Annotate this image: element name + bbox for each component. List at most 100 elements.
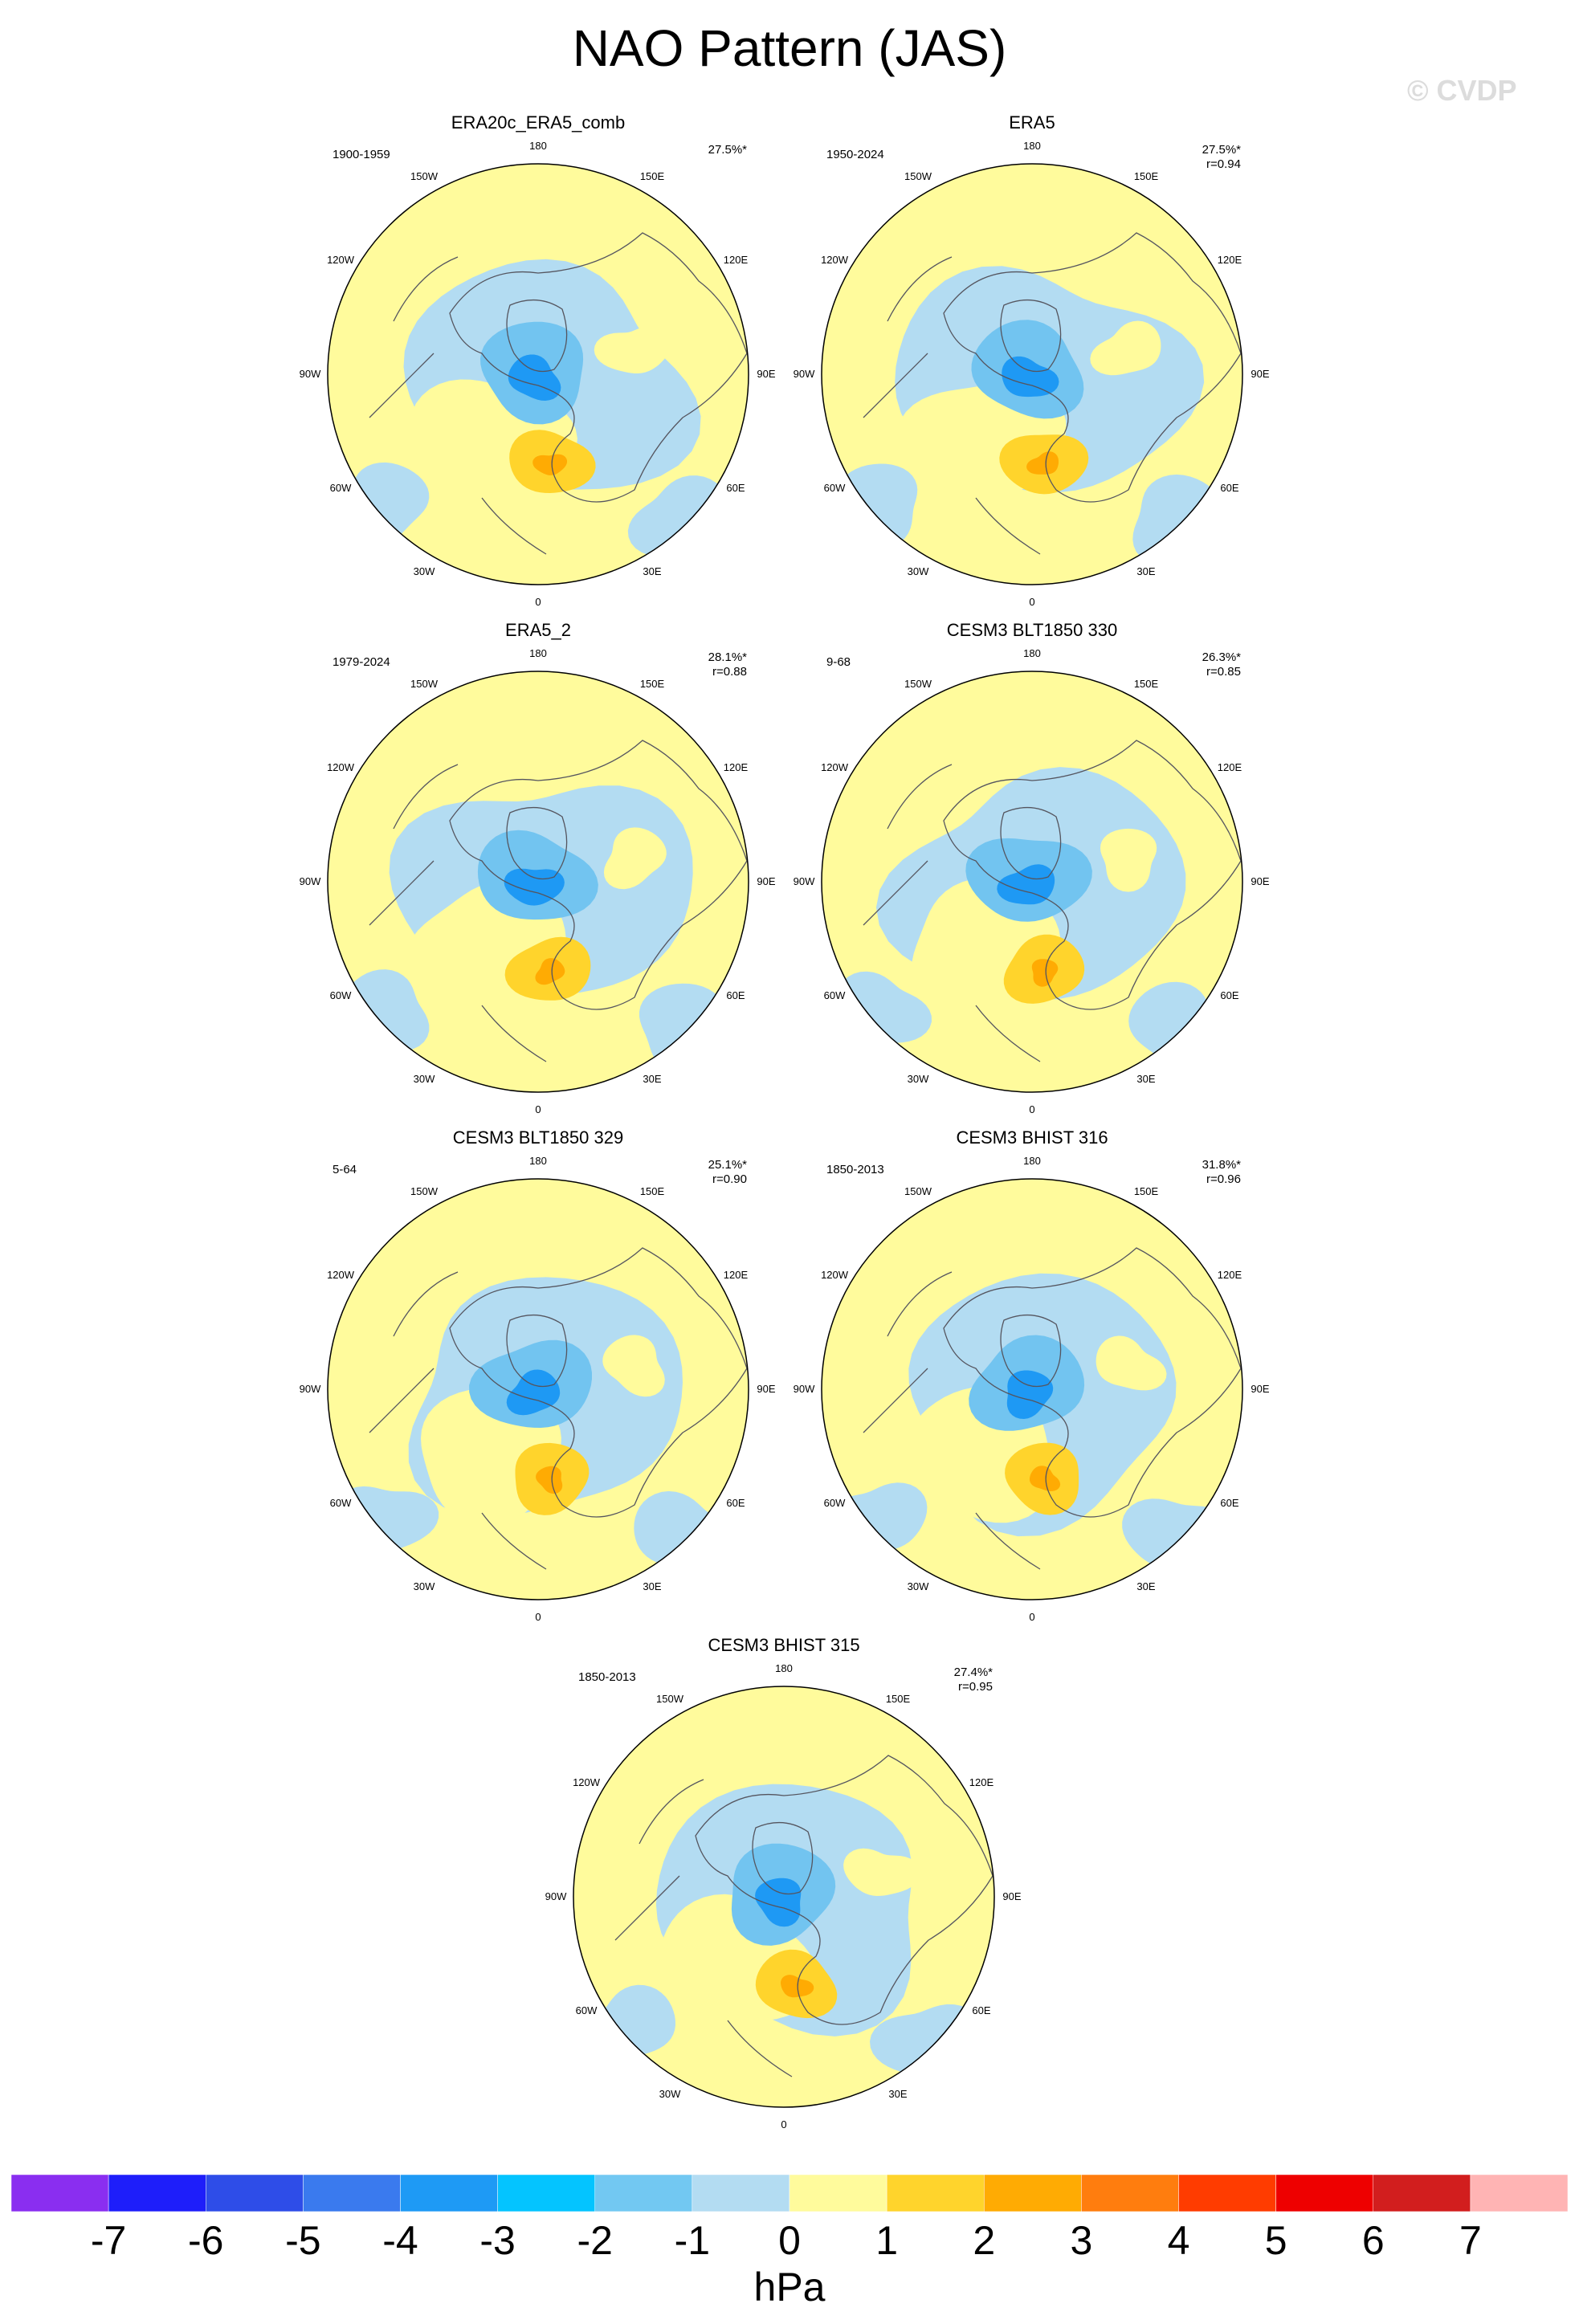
longitude-label: 150W (410, 678, 438, 691)
colorbar-tick-label: 6 (1361, 2218, 1385, 2263)
longitude-label: 120W (821, 1269, 849, 1281)
panel-pattern-correlation: r=0.96 (1206, 1172, 1241, 1186)
panel-period: 5-64 (333, 1163, 357, 1176)
longitude-label: 60E (972, 2004, 991, 2016)
longitude-label: 120W (327, 761, 355, 773)
panel-period: 1979-2024 (333, 655, 390, 669)
panel-variance-explained: 28.1%* (708, 650, 747, 664)
longitude-label: 30E (1136, 1072, 1156, 1085)
longitude-label: 30E (1136, 1580, 1156, 1592)
map-panel: ERA5_2 1979-2024 28.1%* r=0.88 180 150E 120E 90… (297, 620, 779, 1115)
colorbar-units: hPa (753, 2265, 826, 2310)
longitude-label: 0 (535, 1103, 541, 1115)
panel-variance-explained: 27.4%* (953, 1666, 993, 1679)
colorbar-tick-label: 3 (1070, 2218, 1093, 2263)
longitude-label: 30W (413, 565, 435, 577)
longitude-label: 180 (1023, 140, 1041, 152)
longitude-label: 150E (639, 1185, 665, 1198)
colorbar-swatches (11, 2175, 1568, 2212)
longitude-label: 180 (1023, 647, 1041, 659)
longitude-label: 30W (413, 1072, 435, 1085)
longitude-label: 60E (1220, 1497, 1239, 1509)
map-panel: CESM3 BHIST 315 1850-2013 27.4%* r=0.95 180 1… (543, 1635, 1025, 2130)
panel-title: CESM3 BHIST 316 (956, 1127, 1108, 1148)
colorbar-tick-label: -4 (382, 2218, 418, 2263)
colorbar-swatch (303, 2175, 401, 2212)
panel-title: CESM3 BLT1850 330 (946, 620, 1118, 640)
longitude-label: 120W (821, 761, 849, 773)
panel-variance-explained: 25.1%* (708, 1158, 747, 1172)
colorbar-swatch (886, 2175, 985, 2212)
longitude-label: 30E (643, 565, 662, 577)
panel-title: ERA5 (1009, 112, 1055, 133)
panel-period: 1900-1959 (333, 148, 390, 161)
longitude-label: 60W (329, 1497, 352, 1509)
colorbar-tick-label: 4 (1167, 2218, 1190, 2263)
longitude-label: 150W (656, 1693, 683, 1706)
panel-pattern-correlation: r=0.90 (712, 1172, 747, 1186)
panel-variance-explained: 27.5%* (708, 143, 747, 157)
longitude-label: 60E (726, 482, 745, 494)
longitude-label: 90E (757, 1383, 776, 1395)
longitude-label: 90W (793, 368, 815, 380)
longitude-label: 90E (1251, 368, 1270, 380)
longitude-label: 120E (723, 254, 749, 266)
longitude-label: 150E (639, 170, 665, 183)
colorbar-tick-label: -2 (577, 2218, 613, 2263)
longitude-label: 0 (1029, 1611, 1035, 1623)
longitude-label: 60W (823, 482, 846, 494)
colorbar-tick-label: 1 (875, 2218, 899, 2263)
longitude-label: 150W (904, 678, 932, 691)
colorbar-tick-label: -7 (90, 2218, 127, 2263)
panel-stats: 31.8%* r=0.96 (1177, 1158, 1241, 1187)
panel-period: 1850-2013 (826, 1163, 884, 1176)
panel-period: 1850-2013 (578, 1670, 636, 1684)
colorbar-tick-label: -1 (674, 2218, 711, 2263)
map-panel: CESM3 BLT1850 330 9-68 26.3%* r=0.85 180 150E… (791, 620, 1273, 1115)
panel-period: 9-68 (826, 655, 851, 669)
colorbar-swatch (594, 2175, 693, 2212)
longitude-label: 90E (757, 875, 776, 887)
longitude-label: 30E (1136, 565, 1156, 577)
panel-variance-explained: 27.5%* (1202, 143, 1241, 157)
longitude-label: 150W (904, 170, 932, 183)
longitude-label: 30E (888, 2087, 908, 2100)
longitude-label: 30W (659, 2087, 681, 2100)
colorbar-swatch (1081, 2175, 1179, 2212)
colorbar (11, 2175, 1568, 2212)
longitude-label: 90E (1002, 1890, 1022, 1902)
panel-period: 1950-2024 (826, 148, 884, 161)
colorbar-swatch (400, 2175, 498, 2212)
longitude-label: 150E (885, 1693, 911, 1706)
longitude-label: 90E (1251, 1383, 1270, 1395)
colorbar-tick-label: 5 (1264, 2218, 1287, 2263)
longitude-label: 150E (639, 678, 665, 691)
longitude-label: 90E (757, 368, 776, 380)
longitude-label: 150E (1133, 678, 1159, 691)
longitude-label: 180 (775, 1662, 793, 1674)
map-panel: CESM3 BHIST 316 1850-2013 31.8%* r=0.96 180 1… (791, 1127, 1273, 1623)
panel-variance-explained: 31.8%* (1202, 1158, 1241, 1172)
longitude-label: 60W (823, 989, 846, 1001)
longitude-label: 0 (1029, 596, 1035, 608)
polar-map (821, 1178, 1243, 1600)
longitude-label: 60E (726, 1497, 745, 1509)
panel-stats: 27.5%* (683, 143, 747, 157)
longitude-label: 60W (329, 989, 352, 1001)
longitude-label: 90W (299, 1383, 321, 1395)
longitude-label: 30E (643, 1580, 662, 1592)
longitude-label: 150W (904, 1185, 932, 1198)
colorbar-tick-label: -5 (285, 2218, 321, 2263)
longitude-label: 150E (1133, 170, 1159, 183)
map-panel: CESM3 BLT1850 329 5-64 25.1%* r=0.90 180 150E… (297, 1127, 779, 1623)
colorbar-swatch (1178, 2175, 1276, 2212)
panel-pattern-correlation: r=0.95 (958, 1680, 993, 1694)
longitude-label: 120E (723, 761, 749, 773)
longitude-label: 150W (410, 170, 438, 183)
longitude-label: 120E (723, 1269, 749, 1281)
longitude-label: 120E (969, 1776, 994, 1788)
longitude-label: 0 (781, 2118, 787, 2130)
colorbar-tick-label: 7 (1459, 2218, 1482, 2263)
colorbar-swatch (11, 2175, 109, 2212)
panel-title: ERA20c_ERA5_comb (451, 112, 626, 133)
